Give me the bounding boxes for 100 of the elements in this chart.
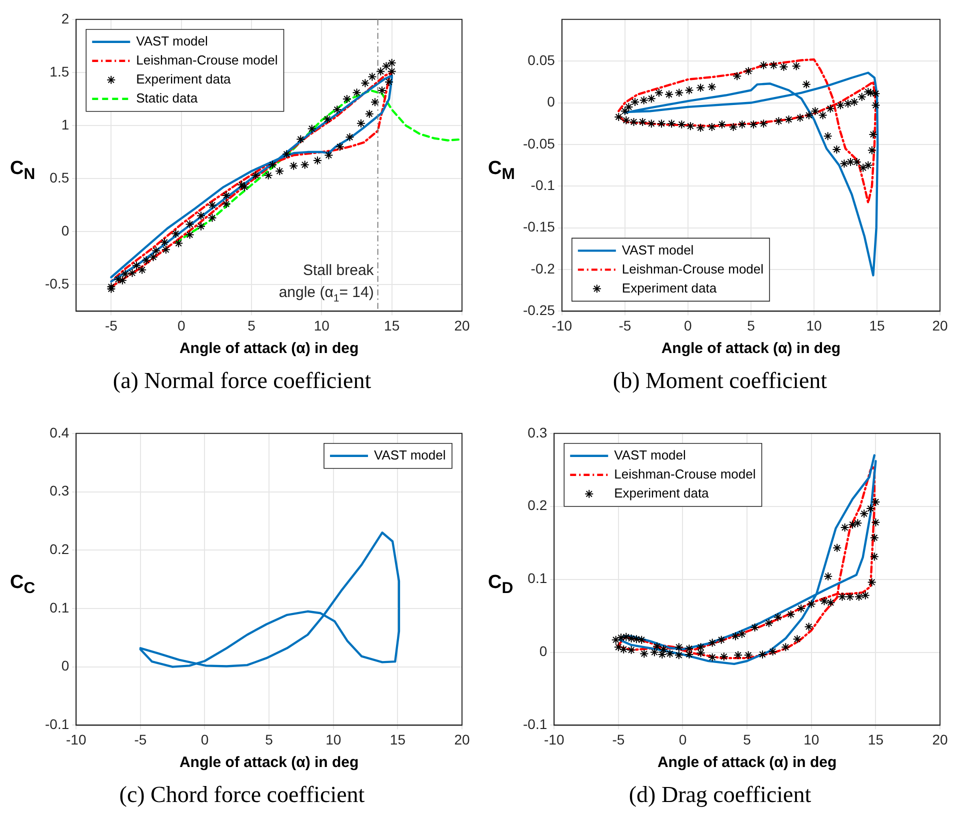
y-tick-label: 0.4 — [50, 424, 70, 440]
point — [307, 124, 316, 134]
point — [716, 635, 726, 644]
x-tick-label: 10 — [804, 731, 820, 748]
point — [677, 120, 686, 129]
point — [174, 238, 184, 248]
point — [667, 119, 676, 128]
y-tick-label: 0.05 — [528, 52, 556, 68]
point — [626, 646, 636, 655]
y-tick-label: 0.2 — [528, 497, 548, 514]
point — [838, 592, 847, 602]
point — [686, 122, 695, 131]
point — [773, 612, 782, 622]
point — [840, 523, 850, 532]
line-series — [618, 58, 877, 204]
x-tick-label: 20 — [932, 731, 948, 748]
y-tick-label: -0.05 — [522, 135, 556, 152]
point — [185, 220, 194, 229]
x-tick-label: 10 — [806, 317, 822, 334]
line-series — [174, 89, 462, 244]
point — [728, 122, 738, 132]
point — [640, 649, 649, 658]
x-axis-title: Angle of attack (α) in deg — [179, 754, 359, 772]
point — [707, 82, 716, 92]
point — [322, 114, 332, 124]
point — [152, 246, 161, 256]
point — [857, 92, 866, 102]
legend-label: VAST model — [136, 33, 208, 48]
point — [237, 180, 246, 190]
point — [804, 622, 814, 632]
y-tick-label: 0 — [539, 643, 548, 660]
y-axis-title: C$_{N}$ — [10, 158, 36, 184]
point — [251, 170, 260, 180]
point — [870, 533, 879, 542]
point — [658, 650, 667, 659]
point — [796, 113, 805, 122]
point — [160, 238, 170, 247]
point — [356, 118, 366, 128]
point — [639, 96, 648, 105]
y-tick-label: 0.2 — [50, 540, 70, 557]
point — [832, 144, 842, 154]
point — [312, 156, 322, 166]
point — [352, 88, 362, 98]
point — [382, 62, 391, 71]
point — [845, 592, 854, 602]
point — [708, 638, 717, 648]
point — [616, 633, 626, 642]
y-tick-label: 1 — [61, 116, 70, 132]
text: (a) Normal force coefficient — [112, 368, 372, 394]
x-tick-label: 15 — [390, 731, 406, 748]
point — [387, 66, 396, 76]
point — [296, 134, 306, 144]
point — [868, 130, 878, 139]
point — [759, 60, 768, 70]
legend-label: Leishman-Crouse model — [614, 466, 756, 482]
point — [364, 109, 374, 118]
point — [826, 598, 836, 608]
point — [768, 647, 778, 656]
point — [818, 110, 828, 120]
point — [684, 650, 694, 659]
point — [268, 160, 278, 170]
point — [387, 58, 396, 68]
point — [384, 78, 394, 87]
point — [324, 150, 334, 160]
y-tick-label: 0.1 — [50, 599, 70, 616]
x-tick-label: -5 — [134, 731, 147, 748]
point — [764, 618, 774, 628]
point — [774, 116, 784, 126]
legend-label: VAST model — [374, 447, 446, 462]
point — [864, 160, 873, 170]
point — [664, 90, 674, 99]
point — [866, 88, 876, 98]
point — [656, 119, 666, 128]
x-tick-label: 5 — [265, 731, 274, 748]
point — [748, 120, 758, 129]
point — [719, 652, 728, 662]
point — [804, 110, 814, 120]
point — [114, 274, 123, 284]
point — [871, 100, 880, 110]
x-tick-label: -10 — [552, 317, 572, 334]
x-tick-label: 0 — [684, 317, 692, 334]
point — [858, 163, 868, 172]
x-axis-title: Angle of attack (α) in deg — [657, 754, 837, 772]
point — [632, 634, 641, 644]
point — [744, 66, 753, 76]
point — [208, 213, 217, 222]
x-tick-label: 5 — [743, 731, 752, 748]
x-tick-label: -5 — [612, 731, 625, 748]
point — [335, 142, 344, 152]
point — [792, 634, 802, 644]
point — [638, 117, 648, 126]
point — [769, 60, 778, 70]
point — [128, 268, 137, 278]
point — [650, 648, 659, 657]
point — [738, 120, 747, 129]
text: (c) Chord force coefficient — [118, 782, 366, 808]
point — [860, 590, 870, 600]
point — [779, 62, 788, 72]
point — [619, 644, 628, 654]
point — [665, 649, 674, 658]
